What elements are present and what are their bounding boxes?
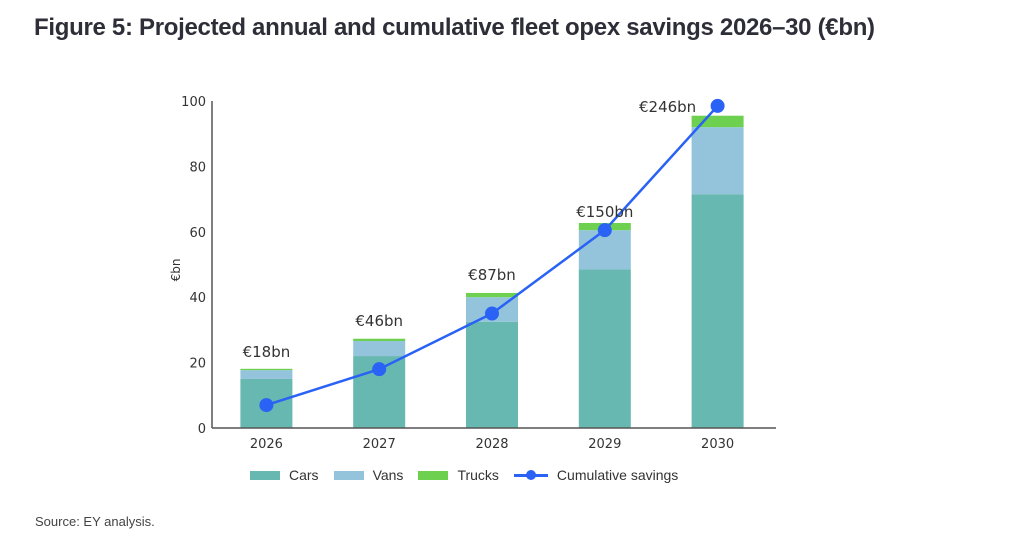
x-tick-label-2030: 2030 — [701, 437, 734, 452]
y-tick-label-20: 20 — [189, 357, 206, 372]
bar-cars-2029 — [578, 269, 631, 428]
legend-item-cars: Cars — [250, 467, 319, 483]
x-tick-label-2027: 2027 — [363, 437, 396, 452]
legend: Cars Vans Trucks Cumulative savings — [250, 467, 693, 483]
bar-vans-2030 — [691, 127, 744, 195]
cumulative-label-2029: €150bn — [576, 203, 633, 221]
chart-title: Figure 5: Projected annual and cumulativ… — [34, 14, 875, 41]
legend-label-trucks: Trucks — [457, 467, 499, 483]
y-axis-label: €bn — [169, 259, 183, 282]
legend-item-vans: Vans — [333, 467, 404, 483]
cars-swatch — [250, 470, 280, 480]
bar-vans-2027 — [353, 341, 406, 357]
y-tick-label-60: 60 — [189, 226, 206, 241]
source-note: Source: EY analysis. — [35, 514, 155, 529]
bar-cars-2028 — [466, 321, 518, 428]
cumulative-label-2027: €46bn — [355, 312, 403, 330]
bar-trucks-2028 — [466, 292, 518, 298]
cumulative-point-2030 — [710, 98, 725, 113]
cumulative-point-2027 — [372, 362, 387, 377]
y-tick-label-40: 40 — [189, 291, 206, 306]
trucks-swatch — [418, 470, 449, 480]
legend-item-cumulative: Cumulative savings — [513, 467, 679, 483]
y-tick-label-80: 80 — [189, 160, 206, 175]
bar-trucks-2026 — [240, 368, 293, 371]
bar-cars-2030 — [691, 194, 744, 428]
cumulative-label-2026: €18bn — [243, 343, 291, 361]
cumulative-point-2029 — [597, 223, 612, 238]
cumulative-label-2028: €87bn — [468, 266, 516, 284]
legend-label-vans: Vans — [372, 467, 404, 483]
legend-label-cars: Cars — [289, 467, 319, 483]
line-swatch-marker — [525, 470, 536, 480]
bar-trucks-2027 — [353, 338, 406, 342]
x-tick-label-2029: 2029 — [588, 437, 621, 452]
bar-vans-2026 — [240, 370, 293, 379]
cumulative-label-2030: €246bn — [639, 98, 696, 116]
legend-label-cumulative: Cumulative savings — [556, 467, 679, 483]
bar-trucks-2030 — [691, 115, 744, 128]
x-tick-label-2028: 2028 — [475, 437, 508, 452]
legend-item-trucks: Trucks — [418, 467, 499, 483]
cumulative-point-2026 — [259, 398, 274, 413]
y-tick-label-0: 0 — [198, 422, 206, 437]
x-tick-label-2026: 2026 — [250, 437, 283, 452]
cumulative-line-swatch — [513, 469, 548, 481]
vans-swatch — [333, 470, 364, 480]
y-tick-label-100: 100 — [181, 95, 206, 110]
cumulative-point-2028 — [485, 306, 499, 321]
